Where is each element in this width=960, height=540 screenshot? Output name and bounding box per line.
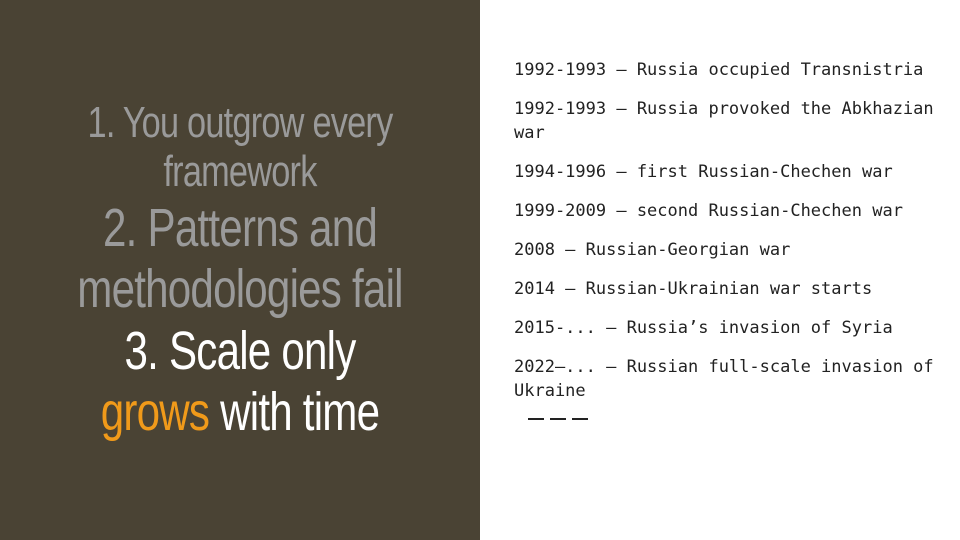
left-panel: 1. You outgrow every framework 2. Patter… [0, 0, 480, 540]
point-three-accent: grows [100, 381, 210, 442]
timeline-item: 2014 — Russian-Ukrainian war starts [514, 279, 873, 299]
dash-segment [572, 418, 588, 420]
dash-separator [528, 418, 940, 420]
timeline-item: 1992-1993 – Russia provoked the Abkhazia… [514, 99, 944, 143]
right-panel: 1992-1993 – Russia occupied Transnistria… [480, 0, 960, 540]
timeline-item: 2008 – Russian-Georgian war [514, 240, 791, 260]
timeline-item: 1992-1993 – Russia occupied Transnistria [514, 60, 924, 80]
point-three-suffix: with time [209, 381, 380, 442]
timeline-item: 2015-... – Russia’s invasion of Syria [514, 318, 893, 338]
timeline-item: 1999-2009 – second Russian-Chechen war [514, 201, 903, 221]
dash-segment [550, 418, 566, 420]
timeline-item: 1994-1996 – first Russian-Chechen war [514, 162, 893, 182]
dash-segment [528, 418, 544, 420]
point-three-prefix: 3. Scale only [124, 321, 356, 382]
timeline-list: 1992-1993 – Russia occupied Transnistria… [514, 58, 940, 403]
point-two: 2. Patterns and methodologies fail [77, 198, 403, 319]
point-three: 3. Scale only grows with time [68, 321, 411, 442]
point-one: 1. You outgrow every framework [87, 97, 394, 197]
timeline-item: 2022—... – Russian full-scale invasion o… [514, 357, 944, 401]
